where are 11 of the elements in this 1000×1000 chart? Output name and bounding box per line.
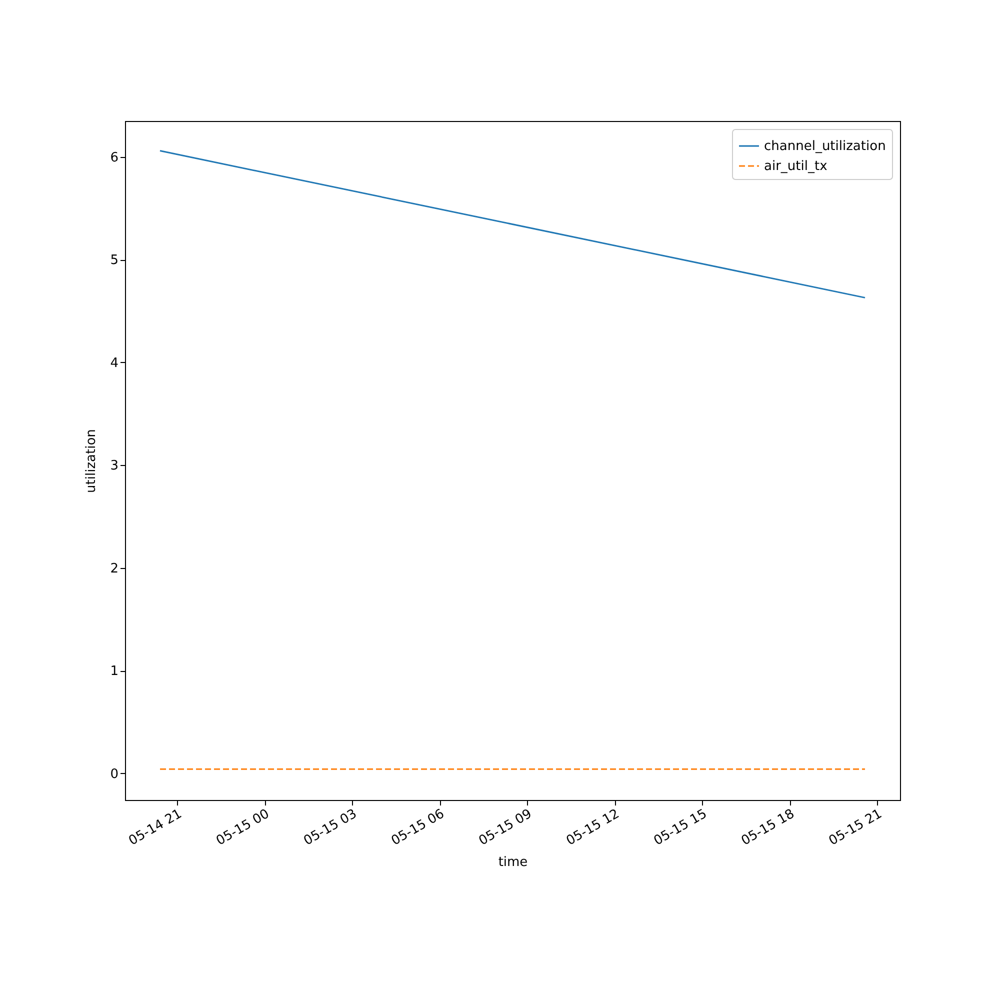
y-tick-label: 2 [110, 561, 118, 576]
y-tick-label: 3 [110, 458, 118, 474]
legend-label: air_util_tx [764, 159, 828, 174]
y-tick-label: 1 [110, 664, 118, 680]
x-axis-title: time [498, 854, 528, 870]
y-tick-label: 6 [110, 150, 118, 166]
y-tick-label: 0 [110, 766, 118, 782]
legend-label: channel_utilization [764, 139, 886, 154]
y-tick-label: 4 [110, 356, 118, 371]
y-axis-title: utilization [84, 429, 100, 493]
y-tick-label: 5 [110, 253, 118, 268]
